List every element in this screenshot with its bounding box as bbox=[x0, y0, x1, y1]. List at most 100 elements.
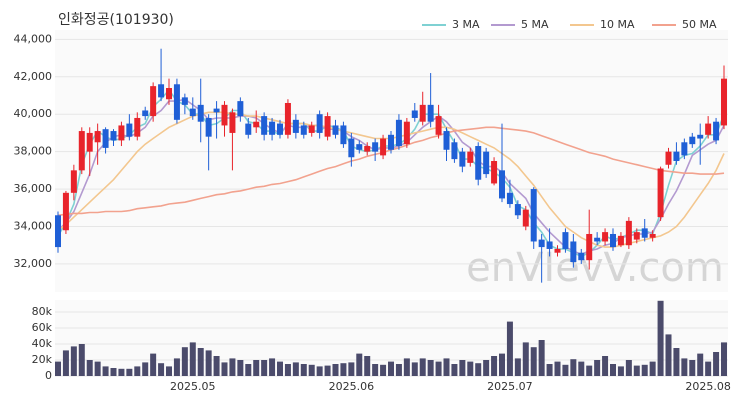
candle-body bbox=[221, 104, 228, 126]
volume-bar bbox=[625, 360, 632, 376]
volume-bar bbox=[586, 365, 593, 376]
y-tick-label: 80k bbox=[32, 305, 53, 318]
volume-bar bbox=[649, 361, 656, 376]
chart-title: 인화정공(101930) bbox=[58, 12, 174, 28]
candle-body bbox=[443, 131, 450, 150]
candle-body bbox=[380, 138, 387, 156]
volume-bar bbox=[380, 364, 387, 376]
volume-bar bbox=[253, 360, 260, 376]
y-tick-label: 34,000 bbox=[14, 220, 53, 233]
volume-bar bbox=[332, 364, 339, 376]
volume-bar bbox=[70, 346, 77, 376]
plot: 32,000 34,000 36,000 38,000 40,000 42,000 44,0… bbox=[14, 18, 731, 393]
candle-body bbox=[110, 131, 117, 141]
candle-body bbox=[506, 192, 513, 205]
volume-bar bbox=[62, 350, 69, 376]
y-tick-label: 20k bbox=[32, 353, 53, 366]
volume-bar bbox=[506, 321, 513, 376]
candle-body bbox=[586, 233, 593, 261]
volume-bar bbox=[126, 368, 133, 376]
volume-bar bbox=[150, 353, 157, 376]
volume-bar bbox=[411, 362, 418, 376]
price-panel bbox=[55, 30, 728, 292]
candle-body bbox=[721, 78, 727, 126]
volume-bar bbox=[221, 362, 228, 376]
candle-body bbox=[324, 116, 331, 137]
candle-body bbox=[491, 161, 498, 184]
candle-body bbox=[546, 241, 553, 249]
volume-bar bbox=[491, 356, 498, 376]
candle-body bbox=[403, 121, 410, 145]
volume-bar bbox=[530, 347, 537, 376]
legend-label: 50 MA bbox=[682, 18, 717, 31]
volume-bar bbox=[499, 353, 505, 376]
volume-bar bbox=[522, 342, 529, 376]
volume-bar bbox=[189, 342, 196, 376]
candle-body bbox=[570, 241, 577, 263]
candle-body bbox=[395, 119, 402, 147]
volume-bar bbox=[427, 360, 434, 376]
candle-body bbox=[78, 131, 85, 171]
candle-body bbox=[173, 84, 180, 120]
y-tick-label: 40,000 bbox=[14, 107, 53, 120]
candle-body bbox=[594, 237, 601, 242]
x-tick-label: 2025.07 bbox=[487, 380, 533, 393]
x-tick-label: 2025.06 bbox=[329, 380, 375, 393]
candle-body bbox=[55, 215, 61, 248]
candle-body bbox=[459, 151, 466, 167]
y-tick-label: 36,000 bbox=[14, 182, 53, 195]
volume-bar bbox=[388, 361, 394, 376]
candle-body bbox=[697, 134, 704, 139]
candle-body bbox=[181, 97, 188, 105]
candle-body bbox=[538, 239, 545, 248]
volume-bar bbox=[197, 348, 204, 376]
candle-body bbox=[150, 86, 157, 117]
candle-body bbox=[388, 134, 394, 150]
candle-body bbox=[451, 142, 458, 160]
volume-bar bbox=[451, 364, 458, 376]
volume-bar bbox=[102, 366, 109, 376]
volume-bar bbox=[158, 363, 165, 376]
volume-bar bbox=[514, 358, 521, 376]
volume-bar bbox=[142, 362, 149, 376]
volume-bar bbox=[705, 361, 712, 376]
volume-bar bbox=[578, 361, 585, 376]
candle-body bbox=[277, 123, 283, 135]
volume-bar bbox=[697, 353, 704, 376]
candle-body bbox=[578, 252, 585, 261]
y-tick-label: 42,000 bbox=[14, 70, 53, 83]
candle-body bbox=[134, 117, 141, 137]
volume-bar bbox=[86, 360, 93, 376]
legend-label: 5 MA bbox=[521, 18, 549, 31]
candle-body bbox=[499, 170, 505, 199]
volume-bar bbox=[94, 361, 101, 376]
volume-bar bbox=[538, 340, 545, 376]
volume-bar bbox=[435, 361, 442, 376]
volume-bar bbox=[713, 352, 720, 376]
volume-bar bbox=[205, 350, 212, 376]
candle-body bbox=[189, 108, 196, 117]
volume-bar bbox=[173, 358, 180, 376]
volume-bar bbox=[269, 358, 276, 376]
candle-body bbox=[705, 123, 712, 135]
candle-body bbox=[237, 101, 244, 117]
y-tick-label: 40k bbox=[32, 337, 53, 350]
volume-bar bbox=[657, 300, 664, 376]
candle-body bbox=[142, 110, 149, 117]
candle-body bbox=[633, 232, 640, 240]
candle-body bbox=[427, 104, 434, 122]
candle-body bbox=[514, 204, 521, 216]
volume-bar bbox=[475, 363, 482, 376]
candle-body bbox=[665, 151, 672, 165]
candle-body bbox=[713, 121, 720, 141]
volume-bar bbox=[546, 364, 553, 376]
candle-body bbox=[292, 119, 299, 133]
volume-bar bbox=[213, 356, 220, 376]
volume-bar bbox=[681, 358, 688, 376]
volume-bar bbox=[316, 366, 323, 376]
candle-body bbox=[62, 192, 69, 231]
legend-label: 3 MA bbox=[452, 18, 480, 31]
volume-bar bbox=[665, 334, 672, 376]
volume-bar bbox=[261, 360, 268, 376]
candle-body bbox=[348, 138, 355, 158]
